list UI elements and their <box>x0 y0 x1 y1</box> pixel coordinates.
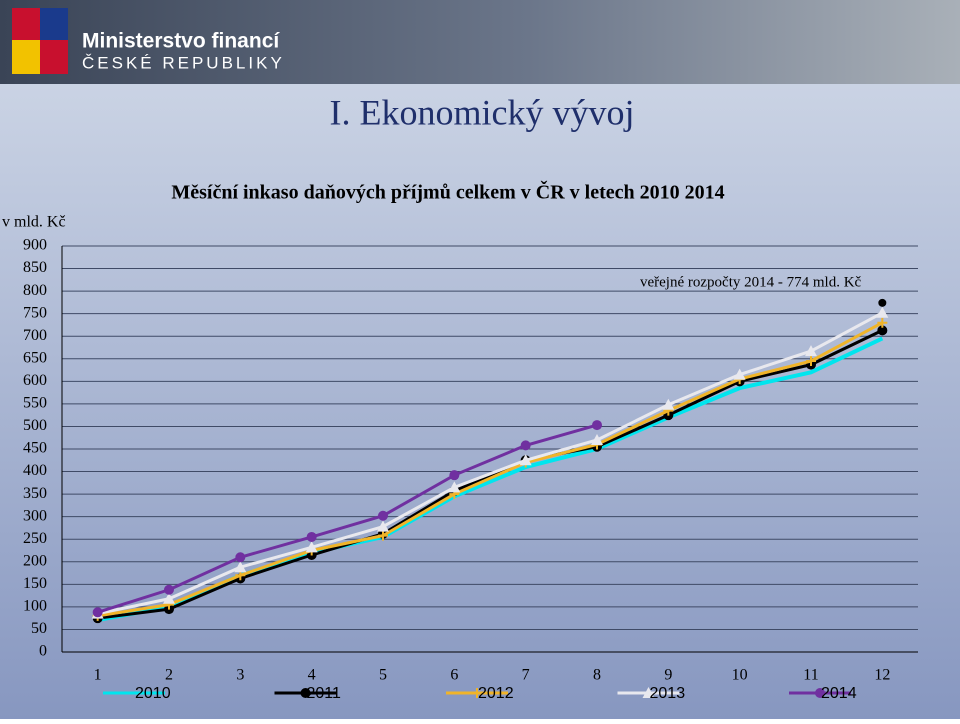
series-line <box>97 311 884 616</box>
y-tick-label: 900 <box>23 237 47 254</box>
series-line <box>97 321 884 618</box>
chart-title: Měsíční inkaso daňových příjmů celkem v … <box>171 180 724 204</box>
x-tick-label: 7 <box>522 667 530 684</box>
x-tick-label: 11 <box>803 667 818 684</box>
x-tick-label: 4 <box>308 667 316 684</box>
point <box>642 687 655 698</box>
header-band <box>0 0 960 84</box>
x-tick-label: 8 <box>593 667 601 684</box>
y-tick-label: 350 <box>23 485 47 502</box>
point <box>235 552 246 563</box>
y-axis-label: v mld. Kč <box>2 214 66 231</box>
y-tick-label: 150 <box>23 575 47 592</box>
point <box>519 454 532 466</box>
point <box>306 531 317 542</box>
y-tick-label: 0 <box>39 643 47 660</box>
y-tick-label: 550 <box>23 395 47 412</box>
series-line <box>97 329 883 620</box>
point <box>592 420 602 431</box>
legend-label: 2013 <box>650 685 686 702</box>
point <box>877 317 888 328</box>
point <box>448 481 461 493</box>
point <box>305 541 318 553</box>
point <box>806 356 816 367</box>
legend-label: 2011 <box>307 685 342 702</box>
y-tick-label: 400 <box>23 462 47 479</box>
point <box>234 561 247 573</box>
x-tick-label: 2 <box>165 667 173 684</box>
point <box>520 440 531 451</box>
annotation-point <box>878 298 887 307</box>
annotation: veřejné rozpočty 2014 - 774 mld. Kč <box>640 274 862 290</box>
point <box>163 592 175 604</box>
x-tick-label: 12 <box>874 667 890 684</box>
point <box>876 306 889 318</box>
y-tick-label: 450 <box>23 440 47 457</box>
point <box>591 433 603 445</box>
x-tick-label: 5 <box>379 667 387 684</box>
point <box>378 530 388 541</box>
x-tick-label: 10 <box>732 667 748 684</box>
point <box>300 688 311 698</box>
y-tick-label: 800 <box>23 282 47 299</box>
point <box>733 368 746 380</box>
logo <box>12 8 68 74</box>
point <box>805 345 817 357</box>
legend-label: 2010 <box>135 685 171 702</box>
x-tick-label: 6 <box>450 667 458 684</box>
point <box>877 325 888 336</box>
y-tick-label: 200 <box>23 552 47 569</box>
series-line <box>97 423 598 614</box>
y-tick-label: 750 <box>23 304 47 321</box>
point <box>662 398 675 410</box>
point <box>377 520 389 532</box>
y-tick-label: 100 <box>23 598 47 615</box>
y-tick-label: 300 <box>23 507 47 524</box>
x-tick-label: 9 <box>664 667 672 684</box>
y-tick-label: 250 <box>23 530 47 547</box>
point <box>815 688 825 698</box>
legend-label: 2012 <box>478 685 514 702</box>
header-title: Ministerstvo financí <box>82 30 280 53</box>
x-tick-label: 1 <box>94 667 102 684</box>
x-tick-label: 3 <box>236 667 244 684</box>
point <box>92 607 103 618</box>
y-tick-label: 850 <box>23 259 47 276</box>
header-subtitle: ČESKÉ REPUBLIKY <box>82 53 285 72</box>
legend-label: 2014 <box>821 685 857 702</box>
y-tick-label: 50 <box>31 620 47 637</box>
y-tick-label: 500 <box>23 417 47 434</box>
y-tick-label: 700 <box>23 327 47 344</box>
point <box>472 688 482 698</box>
y-tick-label: 650 <box>23 349 47 366</box>
slide-title: I. Ekonomický vývoj <box>330 92 635 132</box>
point <box>164 584 174 595</box>
y-tick-label: 600 <box>23 372 47 389</box>
point <box>449 470 460 481</box>
point <box>378 510 388 521</box>
